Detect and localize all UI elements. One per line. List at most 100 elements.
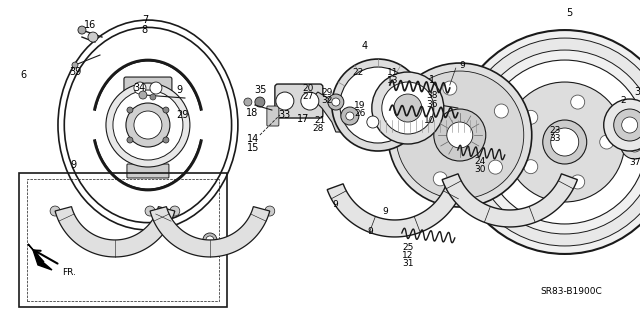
Text: 9: 9 <box>177 85 183 95</box>
Circle shape <box>328 94 344 110</box>
Circle shape <box>134 111 162 139</box>
Circle shape <box>372 72 444 144</box>
Circle shape <box>346 112 354 120</box>
Circle shape <box>72 62 78 68</box>
Circle shape <box>341 107 359 125</box>
Circle shape <box>203 233 217 247</box>
Text: 10: 10 <box>424 116 436 124</box>
Circle shape <box>405 123 419 137</box>
FancyBboxPatch shape <box>267 106 279 126</box>
Text: 19: 19 <box>354 100 365 109</box>
FancyBboxPatch shape <box>373 117 487 135</box>
Circle shape <box>394 94 422 122</box>
Text: 9: 9 <box>332 200 338 210</box>
Bar <box>19 173 227 307</box>
Circle shape <box>134 82 146 94</box>
Text: 36: 36 <box>426 100 438 108</box>
Circle shape <box>150 82 162 94</box>
Text: FR.: FR. <box>62 268 76 277</box>
Circle shape <box>340 67 416 143</box>
Circle shape <box>488 160 502 174</box>
Text: 23: 23 <box>549 125 561 134</box>
Text: 33: 33 <box>279 110 291 120</box>
Circle shape <box>452 30 640 254</box>
Circle shape <box>332 59 424 151</box>
Circle shape <box>461 38 640 246</box>
Circle shape <box>503 211 516 225</box>
Circle shape <box>614 109 640 141</box>
Text: 3: 3 <box>635 87 640 97</box>
Text: 9: 9 <box>382 207 388 216</box>
Text: 18: 18 <box>246 108 258 118</box>
FancyBboxPatch shape <box>127 164 169 178</box>
Text: 31: 31 <box>402 260 413 268</box>
Circle shape <box>614 115 635 135</box>
Text: 34: 34 <box>134 83 146 93</box>
Circle shape <box>447 122 473 148</box>
Circle shape <box>265 206 275 216</box>
Polygon shape <box>442 174 577 227</box>
Circle shape <box>139 91 147 99</box>
Circle shape <box>170 206 180 216</box>
Circle shape <box>628 138 640 152</box>
Circle shape <box>483 60 640 224</box>
Text: 30: 30 <box>474 165 486 174</box>
Text: 11: 11 <box>387 68 399 76</box>
Circle shape <box>604 99 640 151</box>
Text: 32: 32 <box>321 96 333 105</box>
Circle shape <box>88 32 98 42</box>
Text: 7: 7 <box>142 15 148 25</box>
Polygon shape <box>312 92 344 132</box>
Text: 20: 20 <box>302 84 314 92</box>
Circle shape <box>388 221 402 235</box>
Text: 4: 4 <box>362 41 368 51</box>
Circle shape <box>150 94 156 100</box>
Circle shape <box>127 137 133 143</box>
Circle shape <box>388 63 532 207</box>
Text: 35: 35 <box>255 85 267 95</box>
Circle shape <box>367 116 379 128</box>
Text: 27: 27 <box>302 92 314 100</box>
Circle shape <box>433 172 447 186</box>
Circle shape <box>621 131 640 159</box>
Text: SR83-B1900C: SR83-B1900C <box>541 287 603 296</box>
Text: 15: 15 <box>246 143 259 153</box>
Text: 29: 29 <box>321 88 333 97</box>
Circle shape <box>382 82 434 134</box>
Circle shape <box>255 97 265 107</box>
Circle shape <box>106 83 190 167</box>
Text: 25: 25 <box>402 244 413 252</box>
Text: 14: 14 <box>247 134 259 144</box>
Ellipse shape <box>548 117 580 167</box>
Circle shape <box>50 206 60 216</box>
Circle shape <box>524 160 538 174</box>
Circle shape <box>206 236 214 244</box>
Text: 6: 6 <box>20 70 26 80</box>
Text: 17: 17 <box>297 114 309 124</box>
Text: 9: 9 <box>70 160 76 170</box>
Circle shape <box>505 82 625 202</box>
Text: 24: 24 <box>474 157 485 166</box>
Circle shape <box>473 50 640 234</box>
Text: 37: 37 <box>629 158 640 167</box>
Circle shape <box>126 103 170 147</box>
Circle shape <box>524 110 538 124</box>
Circle shape <box>145 206 155 216</box>
Circle shape <box>543 120 587 164</box>
Circle shape <box>551 128 579 156</box>
Circle shape <box>392 225 398 231</box>
Circle shape <box>332 98 340 106</box>
Circle shape <box>301 92 319 110</box>
Circle shape <box>443 81 457 95</box>
Text: 8: 8 <box>142 25 148 35</box>
Circle shape <box>434 109 486 161</box>
Circle shape <box>78 26 86 34</box>
Text: 26: 26 <box>354 108 365 117</box>
Text: 2: 2 <box>620 96 625 105</box>
Text: 13: 13 <box>387 76 399 84</box>
Circle shape <box>571 95 585 109</box>
Text: 9: 9 <box>459 60 465 69</box>
Circle shape <box>494 104 508 118</box>
Text: 9: 9 <box>367 228 372 236</box>
Circle shape <box>621 117 637 133</box>
